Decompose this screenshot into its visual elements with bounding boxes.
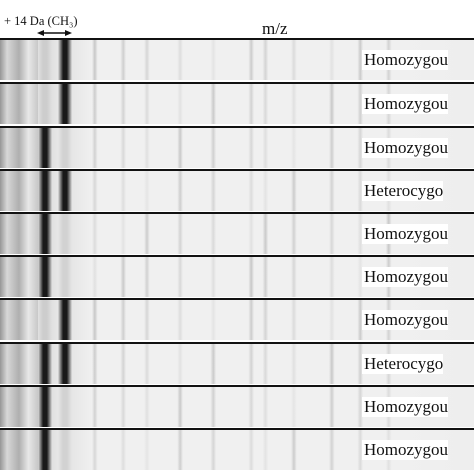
spectrum-lane: Homozygou [0, 430, 474, 470]
lane-separator [0, 255, 474, 257]
lane-separator [0, 428, 474, 430]
spectrum-lane: Homozygou [0, 257, 474, 297]
lane-separator [0, 126, 474, 128]
lane-genotype-label: Homozygou [362, 94, 449, 114]
lane-genotype-label: Homozygou [362, 138, 449, 158]
lane-separator [0, 212, 474, 214]
mass-shift-arrow [37, 30, 72, 36]
lane-separator [0, 82, 474, 84]
lane-genotype-label: Homozygou [362, 50, 449, 70]
lane-separator [0, 169, 474, 171]
lane-genotype-label: Homozygou [362, 397, 449, 417]
spectrum-lane: Homozygou [0, 214, 474, 254]
lane-container: Homozygou Homozygou Homozygou Heterocygo Hom… [0, 38, 474, 474]
spectrum-lane: Homozygou [0, 300, 474, 340]
mass-shift-label: + 14 Da (CH₃) [4, 14, 78, 28]
spectrum-lane: Homozygou [0, 84, 474, 124]
lane-genotype-label: Homozygou [362, 440, 449, 460]
lane-genotype-label: Heterocygo [362, 354, 444, 374]
lane-separator [0, 38, 474, 40]
spectrum-lane: Heterocygo [0, 344, 474, 384]
spectrum-lane: Homozygou [0, 387, 474, 427]
lane-separator [0, 298, 474, 300]
lane-genotype-label: Homozygou [362, 310, 449, 330]
lane-separator [0, 342, 474, 344]
spectrum-lane: Homozygou [0, 40, 474, 80]
lane-genotype-label: Homozygou [362, 224, 449, 244]
lane-genotype-label: Homozygou [362, 267, 449, 287]
mz-axis-label: m/z [262, 19, 288, 38]
spectrum-lane: Homozygou [0, 128, 474, 168]
lane-separator [0, 385, 474, 387]
lane-genotype-label: Heterocygo [362, 181, 444, 201]
spectrum-lane: Heterocygo [0, 171, 474, 211]
